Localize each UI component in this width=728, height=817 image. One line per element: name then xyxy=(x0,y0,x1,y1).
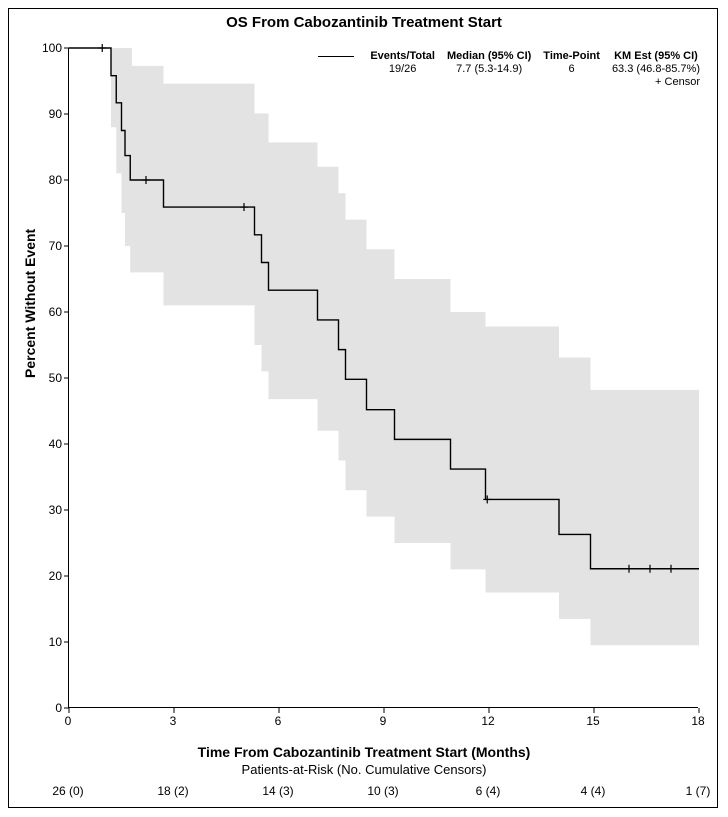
risk-table-value: 10 (3) xyxy=(367,784,398,798)
y-tick-label: 30 xyxy=(22,503,62,517)
x-tick-label: 0 xyxy=(65,714,72,728)
legend-header-timepoint: Time-Point xyxy=(537,50,606,63)
x-axis-label: Time From Cabozantinib Treatment Start (… xyxy=(0,744,728,760)
y-tick-label: 100 xyxy=(22,41,62,55)
risk-table-value: 4 (4) xyxy=(581,784,606,798)
chart-title: OS From Cabozantinib Treatment Start xyxy=(0,14,728,31)
legend-line-sample xyxy=(318,56,354,57)
risk-table-value: 1 (7) xyxy=(686,784,711,798)
y-tick-label: 90 xyxy=(22,107,62,121)
x-tick-label: 18 xyxy=(691,714,704,728)
legend-value-timepoint: 6 xyxy=(537,63,606,75)
risk-table-value: 6 (4) xyxy=(476,784,501,798)
risk-table-value: 14 (3) xyxy=(262,784,293,798)
legend-value-kmest: 63.3 (46.8-85.7%) xyxy=(606,63,706,75)
ci-band xyxy=(69,48,699,645)
legend-censor-label: + Censor xyxy=(312,75,706,88)
legend-value-median: 7.7 (5.3-14.9) xyxy=(441,63,537,75)
y-tick-label: 60 xyxy=(22,305,62,319)
legend-box: Events/Total Median (95% CI) Time-Point … xyxy=(312,50,706,88)
legend-table: Events/Total Median (95% CI) Time-Point … xyxy=(312,50,706,88)
risk-table-value: 26 (0) xyxy=(52,784,83,798)
x-tick-label: 15 xyxy=(586,714,599,728)
y-tick-label: 70 xyxy=(22,239,62,253)
legend-header-kmest: KM Est (95% CI) xyxy=(606,50,706,63)
x-tick-label: 9 xyxy=(380,714,387,728)
y-tick-label: 10 xyxy=(22,635,62,649)
legend-line-sample-cell xyxy=(312,50,364,63)
y-tick-label: 40 xyxy=(22,437,62,451)
x-tick-label: 12 xyxy=(481,714,494,728)
legend-header-median: Median (95% CI) xyxy=(441,50,537,63)
km-svg xyxy=(69,48,698,707)
risk-table-caption: Patients-at-Risk (No. Cumulative Censors… xyxy=(0,762,728,777)
y-tick-label: 50 xyxy=(22,371,62,385)
y-tick-label: 20 xyxy=(22,569,62,583)
y-tick-label: 80 xyxy=(22,173,62,187)
x-tick-label: 3 xyxy=(170,714,177,728)
legend-header-events: Events/Total xyxy=(364,50,441,63)
x-tick-label: 6 xyxy=(275,714,282,728)
legend-value-events: 19/26 xyxy=(364,63,441,75)
plot-area xyxy=(68,48,698,708)
y-tick-label: 0 xyxy=(22,701,62,715)
chart-container: OS From Cabozantinib Treatment Start Per… xyxy=(0,0,728,817)
risk-table-value: 18 (2) xyxy=(157,784,188,798)
